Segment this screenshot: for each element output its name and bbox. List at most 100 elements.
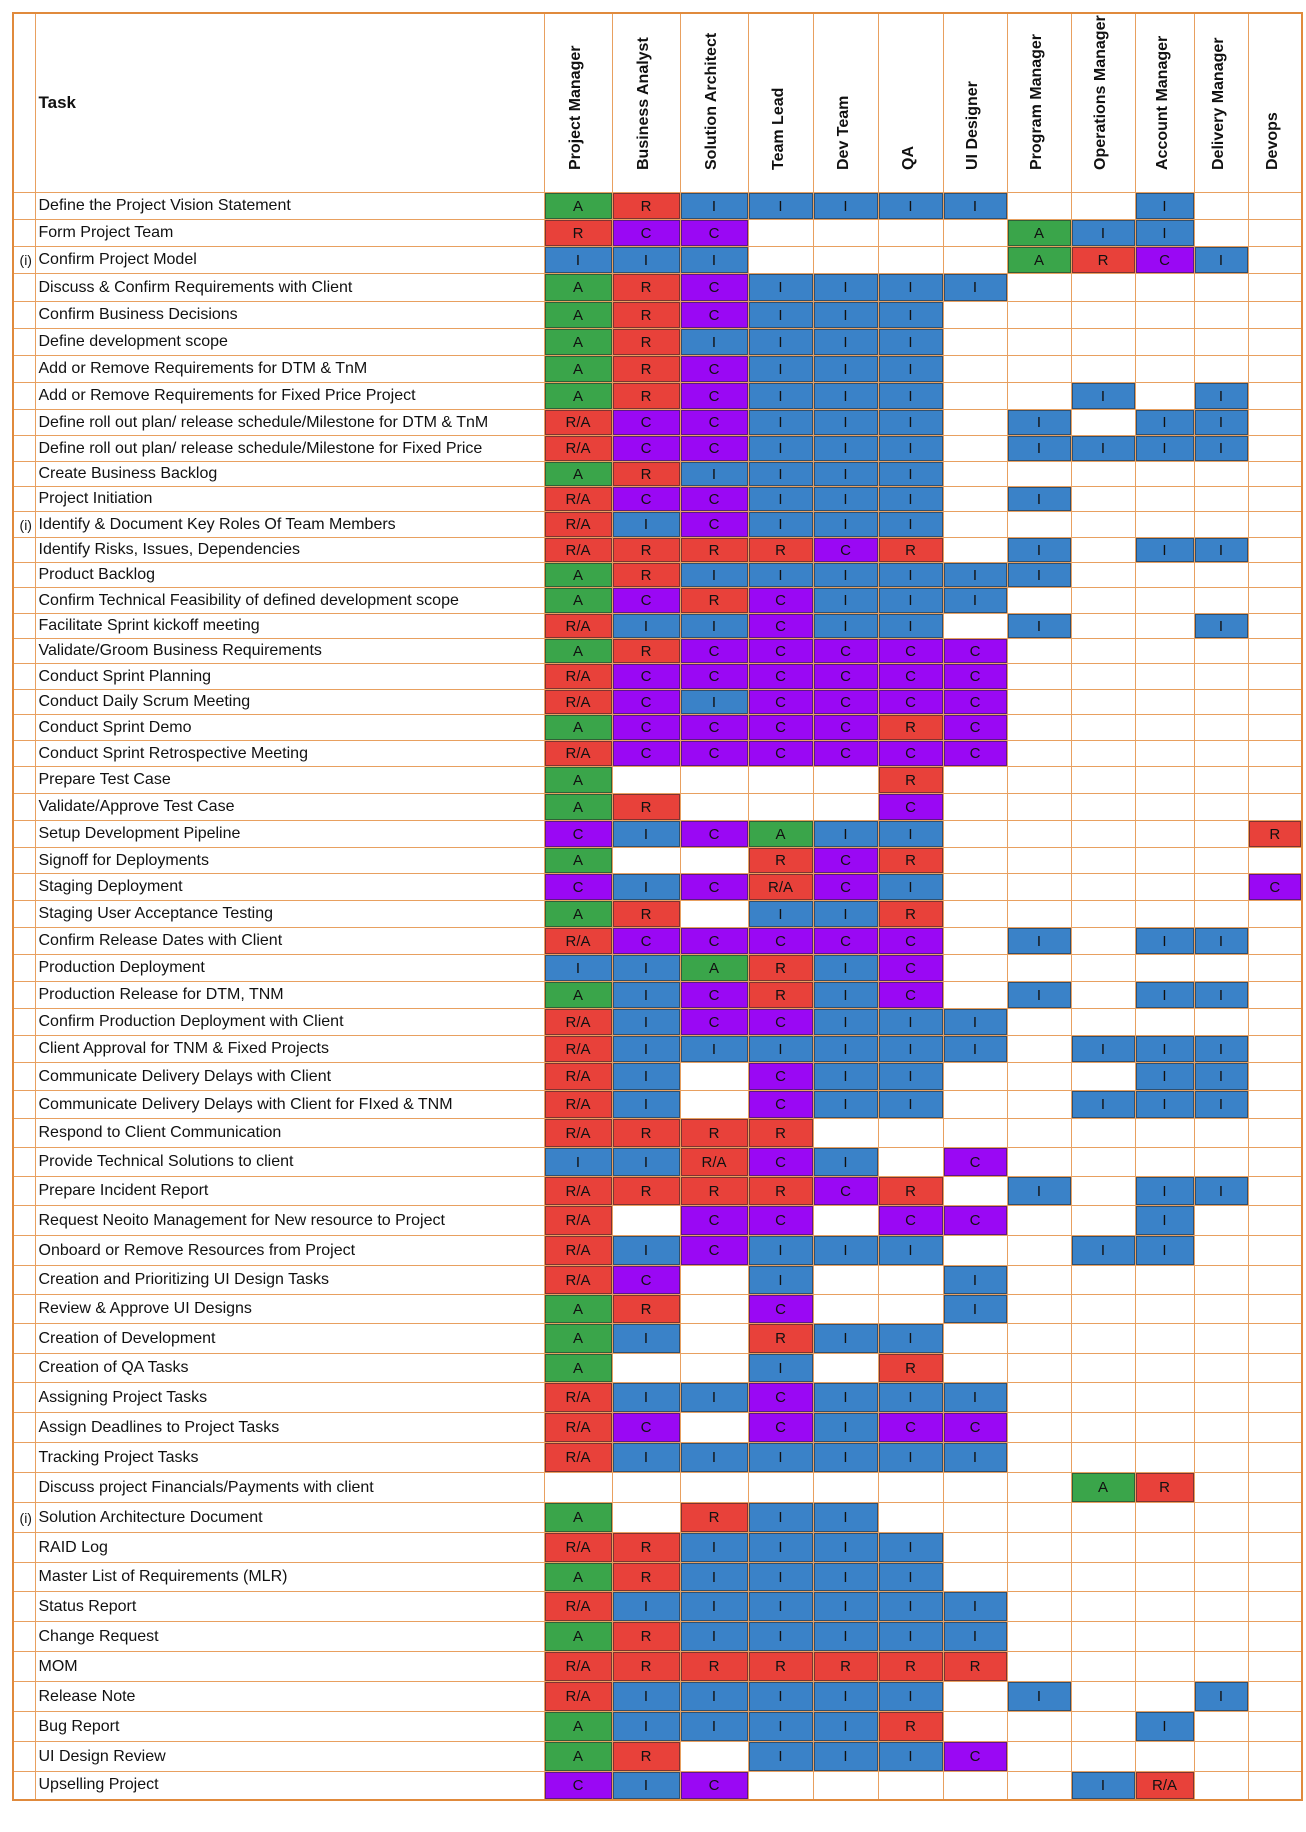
raci-cell bbox=[1193, 192, 1249, 220]
raci-cell bbox=[942, 1353, 1008, 1383]
raci-cell: C bbox=[543, 820, 613, 848]
raci-cell: I bbox=[679, 1681, 749, 1712]
raci-cell: C bbox=[679, 927, 749, 955]
raci-cell bbox=[1006, 355, 1072, 383]
raci-cell: R/A bbox=[543, 1235, 613, 1266]
raci-cell: R bbox=[877, 900, 944, 928]
table-row: Conduct Sprint Retrospective Meeting R/A C… bbox=[12, 740, 1303, 767]
raci-cell bbox=[942, 1176, 1008, 1206]
raci-cell bbox=[1134, 273, 1195, 302]
raci-cell bbox=[1193, 1502, 1249, 1533]
raci-cell: I bbox=[747, 511, 814, 538]
raci-cell: I bbox=[812, 1412, 879, 1443]
raci-cell: I bbox=[812, 1711, 879, 1742]
raci-cell: I bbox=[611, 1323, 681, 1354]
raci-cell: I bbox=[1134, 1711, 1195, 1742]
raci-cell: C bbox=[942, 638, 1008, 664]
info-marker bbox=[12, 1323, 36, 1354]
raci-cell: C bbox=[747, 638, 814, 664]
table-row: Upselling Project C I C I R/A bbox=[12, 1771, 1303, 1800]
table-row: Confirm Technical Feasibility of defined… bbox=[12, 587, 1303, 614]
raci-cell bbox=[1247, 1353, 1303, 1383]
raci-cell bbox=[679, 1323, 749, 1354]
raci-cell: I bbox=[1193, 1681, 1249, 1712]
table-row: Validate/Groom Business Requirements A R C C… bbox=[12, 638, 1303, 664]
raci-cell: I bbox=[942, 1442, 1008, 1473]
info-marker bbox=[12, 486, 36, 512]
raci-cell: R/A bbox=[1134, 1771, 1195, 1800]
info-marker bbox=[12, 1472, 36, 1503]
raci-cell: I bbox=[679, 1711, 749, 1742]
task-name: Request Neoito Management for New resour… bbox=[34, 1205, 545, 1236]
raci-cell: C bbox=[747, 740, 814, 767]
raci-cell: A bbox=[543, 793, 613, 821]
raci-cell bbox=[1134, 766, 1195, 794]
raci-cell bbox=[1134, 1265, 1195, 1295]
info-marker bbox=[12, 613, 36, 639]
table-row: Conduct Sprint Demo A C C C C R C bbox=[12, 714, 1303, 741]
info-marker bbox=[12, 1442, 36, 1473]
raci-cell bbox=[1070, 613, 1136, 639]
table-row: Conduct Daily Scrum Meeting R/A C I C C C C bbox=[12, 689, 1303, 715]
raci-cell bbox=[1006, 1090, 1072, 1119]
raci-cell bbox=[1247, 461, 1303, 487]
info-marker bbox=[12, 1382, 36, 1413]
raci-cell bbox=[1193, 219, 1249, 247]
raci-cell: I bbox=[679, 461, 749, 487]
raci-cell bbox=[1134, 740, 1195, 767]
raci-cell: A bbox=[543, 587, 613, 614]
raci-cell bbox=[1006, 328, 1072, 356]
info-marker bbox=[12, 1711, 36, 1742]
raci-cell bbox=[1006, 461, 1072, 487]
raci-cell: I bbox=[611, 1008, 681, 1036]
raci-cell: I bbox=[679, 562, 749, 588]
raci-cell bbox=[1006, 1008, 1072, 1036]
task-name: Client Approval for TNM & Fixed Projects bbox=[34, 1035, 545, 1063]
task-name: Conduct Sprint Demo bbox=[34, 714, 545, 741]
raci-cell: R bbox=[611, 1532, 681, 1563]
raci-cell bbox=[1193, 1235, 1249, 1266]
raci-cell: I bbox=[747, 328, 814, 356]
raci-cell: I bbox=[877, 820, 944, 848]
raci-cell: A bbox=[543, 1621, 613, 1652]
role-label: UI Designer bbox=[964, 81, 981, 170]
raci-cell bbox=[1193, 1562, 1249, 1592]
raci-cell: C bbox=[679, 382, 749, 410]
task-name: Communicate Delivery Delays with Client … bbox=[34, 1090, 545, 1119]
raci-cell: I bbox=[611, 1681, 681, 1712]
raci-cell bbox=[1247, 714, 1303, 741]
task-name: Create Business Backlog bbox=[34, 461, 545, 487]
raci-cell: R bbox=[877, 714, 944, 741]
table-row: Staging User Acceptance Testing A R I I R bbox=[12, 900, 1303, 928]
table-row: Staging Deployment C I C R/A C I C bbox=[12, 873, 1303, 901]
raci-cell bbox=[1193, 1294, 1249, 1324]
raci-cell: R bbox=[877, 847, 944, 874]
raci-cell bbox=[747, 1472, 814, 1503]
raci-cell bbox=[942, 1062, 1008, 1091]
raci-cell bbox=[1193, 1591, 1249, 1622]
raci-cell: I bbox=[747, 461, 814, 487]
raci-cell: I bbox=[1134, 1205, 1195, 1236]
raci-cell: C bbox=[747, 663, 814, 690]
raci-cell bbox=[1247, 435, 1303, 462]
raci-cell: I bbox=[611, 1591, 681, 1622]
raci-cell bbox=[1193, 740, 1249, 767]
raci-cell: I bbox=[747, 1502, 814, 1533]
raci-cell: C bbox=[611, 435, 681, 462]
raci-cell: C bbox=[679, 1205, 749, 1236]
raci-cell bbox=[942, 246, 1008, 274]
table-row: Signoff for Deployments A R C R bbox=[12, 847, 1303, 874]
raci-cell bbox=[1193, 714, 1249, 741]
raci-cell bbox=[1070, 740, 1136, 767]
table-row: Change Request A R I I I I I bbox=[12, 1621, 1303, 1652]
raci-cell: I bbox=[1006, 613, 1072, 639]
info-marker bbox=[12, 1176, 36, 1206]
raci-cell bbox=[1134, 511, 1195, 538]
raci-cell bbox=[1070, 847, 1136, 874]
raci-cell: I bbox=[679, 1621, 749, 1652]
raci-cell bbox=[1247, 613, 1303, 639]
raci-cell: A bbox=[543, 328, 613, 356]
raci-cell bbox=[812, 1118, 879, 1148]
raci-cell: A bbox=[543, 900, 613, 928]
raci-cell bbox=[1247, 328, 1303, 356]
